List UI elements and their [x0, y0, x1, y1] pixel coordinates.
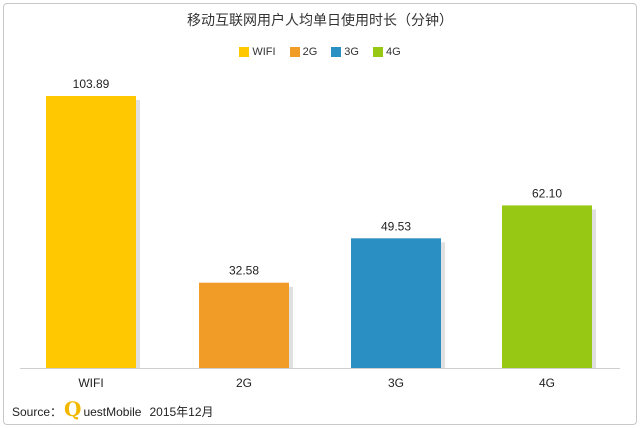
- legend-label-2g: 2G: [302, 46, 318, 58]
- bar-wifi: [46, 96, 136, 368]
- legend-item-wifi: WIFI: [239, 46, 276, 58]
- bar-3g: [351, 238, 441, 368]
- source-prefix: Source：: [12, 405, 63, 419]
- questmobile-logo-q: Q: [64, 397, 82, 421]
- bar-4g: [502, 205, 592, 368]
- data-label-2g: 32.58: [229, 264, 259, 278]
- x-tick-label-wifi: WIFI: [78, 376, 103, 390]
- chart-legend: WIFI 2G 3G 4G: [0, 46, 640, 58]
- x-tick-label-3g: 3G: [388, 376, 404, 390]
- legend-swatch-2g: [289, 47, 300, 57]
- legend-label-3g: 3G: [344, 46, 359, 58]
- x-tick-label-4g: 4G: [539, 376, 555, 390]
- legend-swatch-wifi: [239, 47, 250, 57]
- legend-label-wifi: WIFI: [252, 46, 276, 58]
- x-tick-label-2g: 2G: [236, 376, 252, 390]
- data-label-4g: 62.10: [532, 186, 562, 200]
- bar-2g: [199, 282, 289, 368]
- legend-item-2g: 2G: [289, 46, 318, 58]
- legend-swatch-3g: [331, 47, 342, 57]
- chart-title: 移动互联网用户人均单日使用时长（分钟）: [187, 13, 453, 29]
- data-label-wifi: 103.89: [73, 77, 110, 91]
- legend-item-3g: 3G: [331, 46, 359, 58]
- source-date: 2015年12月: [149, 405, 214, 419]
- legend-swatch-4g: [372, 47, 383, 57]
- data-label-3g: 49.53: [381, 219, 411, 233]
- legend-label-4g: 4G: [385, 46, 401, 58]
- source-brand: uestMobile: [83, 405, 142, 419]
- legend-item-4g: 4G: [372, 46, 401, 58]
